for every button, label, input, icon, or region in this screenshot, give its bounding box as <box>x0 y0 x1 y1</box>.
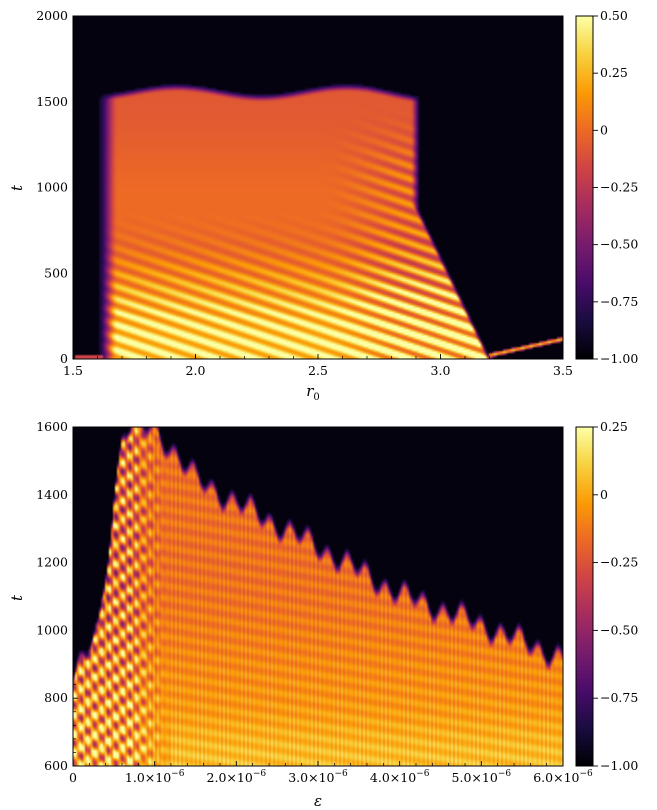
top-x-tick-label: 3.0 <box>431 363 451 378</box>
bottom-colorbar-tick-label: 0 <box>600 487 608 502</box>
bottom-y-tick-label: 1200 <box>36 555 68 570</box>
bottom-heatmap-panel: 0 1.0×10−6 2.0×10−6 3.0×10−6 4.0×10−6 5.0×10−… <box>8 419 638 810</box>
top-y-tick-label: 2000 <box>36 8 68 23</box>
bottom-x-axis-ticks: 0 1.0×10−6 2.0×10−6 3.0×10−6 4.0×10−6 5.0×10−… <box>69 761 593 785</box>
bottom-colorbar: 0.25 0 −0.25 −0.50 −0.75 −1.00 <box>575 419 638 773</box>
bottom-y-tick-label: 1400 <box>36 487 68 502</box>
top-colorbar-tick-label: −0.75 <box>600 294 638 309</box>
top-colorbar-tick-label: 0.50 <box>600 8 628 23</box>
top-colorbar-tick-label: −0.50 <box>600 237 638 252</box>
top-heatmap-panel: 1.5 2.0 2.5 3.0 3.5 0 500 1000 1500 2000 r0 t 0.… <box>8 8 638 403</box>
top-x-axis-label: r0 <box>306 382 320 403</box>
top-colorbar-tick-label: −0.25 <box>600 180 638 195</box>
bottom-y-tick-label: 600 <box>44 758 68 773</box>
top-colorbar-tick-label: 0 <box>600 122 608 137</box>
top-y-axis-label: t <box>8 184 26 191</box>
top-y-tick-label: 500 <box>44 265 68 280</box>
bottom-y-tick-label: 1600 <box>36 419 68 434</box>
bottom-colorbar-frame <box>575 426 594 767</box>
top-y-tick-label: 1500 <box>36 94 68 109</box>
top-y-tick-label: 0 <box>60 351 68 366</box>
top-x-tick-label: 2.0 <box>186 363 206 378</box>
bottom-y-tick-label: 800 <box>44 690 68 705</box>
top-heatmap-image <box>73 16 563 359</box>
bottom-x-tick-label: 0 <box>69 770 77 785</box>
top-colorbar-gradient <box>576 16 593 359</box>
top-x-axis-ticks: 1.5 2.0 2.5 3.0 3.5 <box>63 354 573 378</box>
bottom-colorbar-gradient <box>576 427 593 766</box>
top-x-tick-label: 1.5 <box>63 363 83 378</box>
bottom-colorbar-tick-label: −0.50 <box>600 622 638 637</box>
bottom-colorbar-tick-label: −0.25 <box>600 555 638 570</box>
bottom-colorbar-tick-label: 0.25 <box>600 419 628 434</box>
bottom-y-axis-label: t <box>8 594 26 601</box>
bottom-x-tick-label: 3.0×10−6 <box>288 769 348 785</box>
bottom-y-tick-label: 1000 <box>36 622 68 637</box>
top-x-tick-label: 2.5 <box>308 363 328 378</box>
bottom-x-axis-label: ε <box>314 792 322 810</box>
bottom-colorbar-tick-label: −1.00 <box>600 758 638 773</box>
bottom-x-tick-label: 5.0×10−6 <box>452 769 512 785</box>
bottom-x-tick-label: 4.0×10−6 <box>370 769 430 785</box>
top-x-tick-label: 3.5 <box>553 363 573 378</box>
top-colorbar: 0.50 0.25 0 −0.25 −0.50 −0.75 −1.00 <box>575 8 638 366</box>
bottom-colorbar-tick-label: −0.75 <box>600 690 638 705</box>
bottom-x-tick-label: 2.0×10−6 <box>207 769 267 785</box>
top-heatmap-plot-area <box>73 16 563 359</box>
top-colorbar-tick-label: 0.25 <box>600 65 628 80</box>
bottom-y-axis-ticks: 600 800 1000 1200 1400 1600 <box>36 419 78 773</box>
top-y-axis-ticks: 0 500 1000 1500 2000 <box>36 8 78 366</box>
top-colorbar-tick-label: −1.00 <box>600 351 638 366</box>
bottom-heatmap-image <box>73 427 563 766</box>
bottom-x-tick-label: 6.0×10−6 <box>533 769 593 785</box>
top-y-tick-label: 1000 <box>36 180 68 195</box>
bottom-x-tick-label: 1.0×10−6 <box>125 769 185 785</box>
bottom-heatmap-plot-area <box>73 427 563 766</box>
